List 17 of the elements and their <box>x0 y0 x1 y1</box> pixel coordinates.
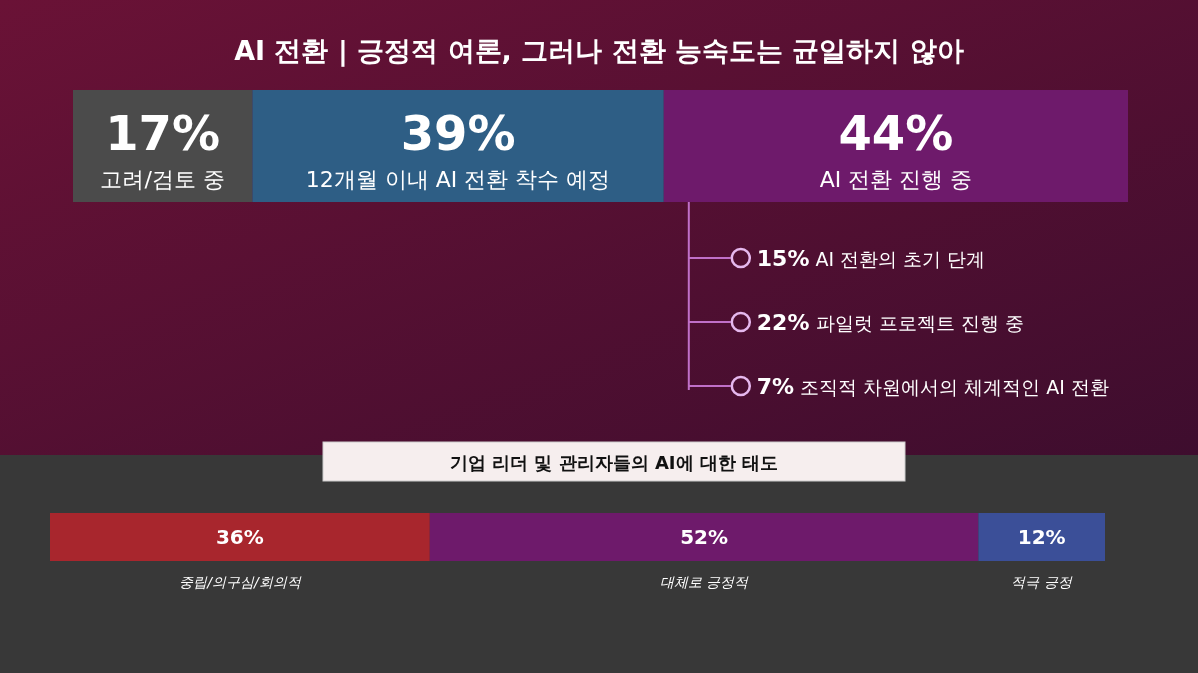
chart-title: 기업 리더 및 관리자들의 AI에 대한 태도 <box>449 452 779 473</box>
chart-title: AI 전환 | 긍정적 여론, 그러나 전환 능숙도는 균일하지 않아 <box>234 35 964 67</box>
series-label: 중립/의구심/회의적 <box>179 574 302 590</box>
data-label: 39% <box>400 105 516 161</box>
text: 22% 파일럿 프로젝트 진행 중 <box>756 310 1024 335</box>
series-label: 고려/검토 중 <box>100 167 225 192</box>
data-label: 36% <box>215 525 264 549</box>
series-label: 12개월 이내 AI 전환 착수 예정 <box>305 167 611 192</box>
series-label: 대체로 긍정적 <box>659 574 750 590</box>
text: 7% 조직적 차원에서의 체계적인 AI 전환 <box>756 374 1109 399</box>
text: 15% AI 전환의 초기 단계 <box>756 246 986 271</box>
data-label: 17% <box>105 105 221 161</box>
data-label: 52% <box>680 525 729 549</box>
data-label: 12% <box>1017 525 1066 549</box>
series-label: AI 전환 진행 중 <box>819 167 973 192</box>
data-label: 44% <box>838 105 954 161</box>
series-label: 적극 긍정 <box>1011 574 1073 590</box>
